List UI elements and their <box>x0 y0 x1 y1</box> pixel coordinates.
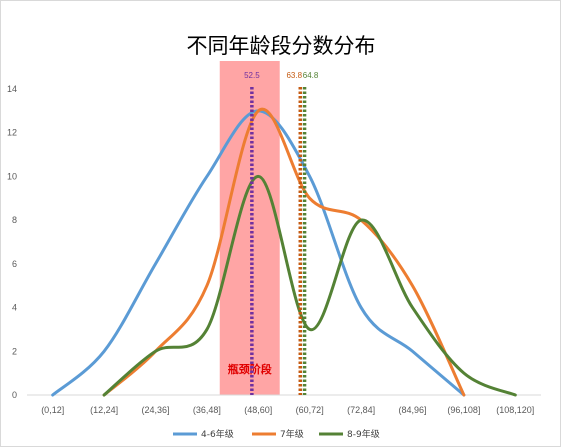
y-tick-label: 8 <box>12 215 17 225</box>
y-tick-label: 6 <box>12 259 17 269</box>
x-tick-label: (60,72] <box>296 405 324 415</box>
reference-line-label: 52.5 <box>244 71 260 80</box>
x-tick-label: (96,108] <box>447 405 480 415</box>
x-tick-label: (24,36] <box>141 405 169 415</box>
series-line-2 <box>102 107 466 397</box>
y-tick-label: 14 <box>7 84 17 94</box>
reference-line-label: 64.8 <box>303 71 319 80</box>
x-tick-label: (48,60] <box>244 405 272 415</box>
x-tick-label: (0,12] <box>41 405 64 415</box>
legend-label: 8-9年级 <box>347 428 380 440</box>
highlight-zone <box>219 61 280 395</box>
legend-label: 7年级 <box>280 428 304 440</box>
y-tick-label: 0 <box>12 390 17 400</box>
x-tick-label: (36,48] <box>193 405 221 415</box>
y-tick-label: 4 <box>12 303 17 313</box>
series-line-3 <box>102 174 517 397</box>
y-tick-label: 2 <box>12 346 17 356</box>
reference-line-label: 63.8 <box>286 71 302 80</box>
x-tick-label: (84,96] <box>398 405 426 415</box>
x-tick-label: (72,84] <box>347 405 375 415</box>
highlight-zone-label: 瓶颈阶段 <box>228 362 272 376</box>
legend-label: 4-6年级 <box>201 428 234 440</box>
x-tick-label: (108,120] <box>496 405 534 415</box>
y-tick-label: 12 <box>7 128 17 138</box>
chart-title: 不同年龄段分数分布 <box>187 34 376 58</box>
y-tick-label: 10 <box>7 171 17 181</box>
x-tick-label: (12,24] <box>90 405 118 415</box>
